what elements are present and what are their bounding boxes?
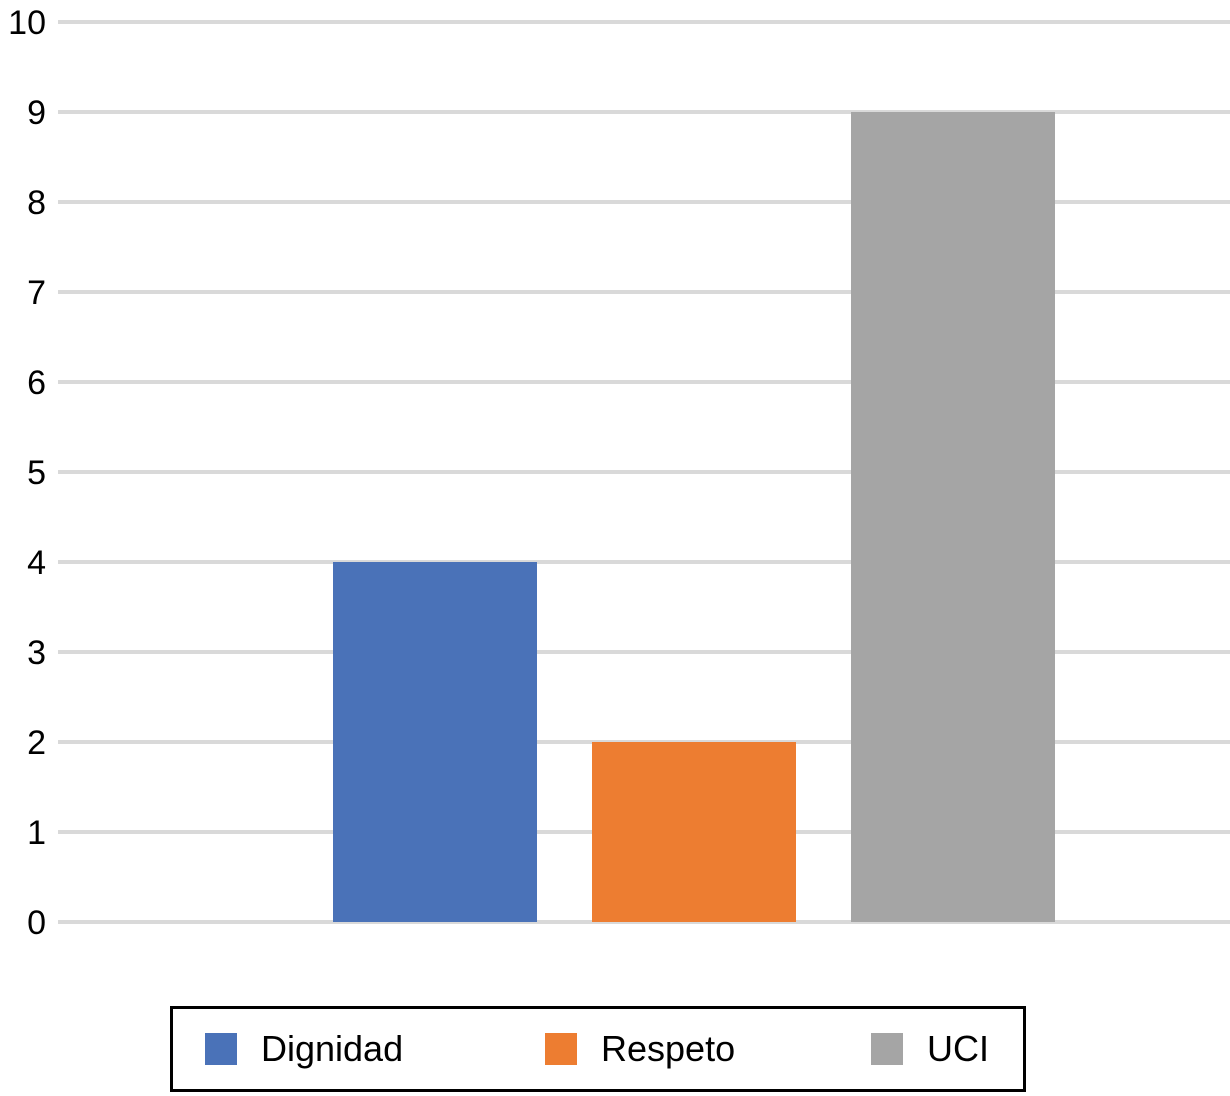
y-tick-label: 4: [27, 544, 46, 582]
y-tick-label: 7: [27, 274, 46, 312]
bar-dignidad: [333, 562, 537, 922]
legend: Dignidad Respeto UCI: [170, 1006, 1026, 1092]
legend-swatch-uci: [871, 1033, 903, 1065]
y-tick-label: 3: [27, 634, 46, 672]
y-tick-label: 6: [27, 364, 46, 402]
y-tick-label: 10: [8, 4, 46, 42]
y-tick-label: 9: [27, 94, 46, 132]
legend-label-respeto: Respeto: [601, 1028, 736, 1069]
bar-chart: 0 1 2 3 4 5 6 7 8 9 10: [8, 4, 1230, 942]
legend-swatch-dignidad: [205, 1033, 237, 1065]
y-axis: 0 1 2 3 4 5 6 7 8 9 10: [8, 4, 46, 942]
y-tick-label: 8: [27, 184, 46, 222]
y-tick-label: 5: [27, 454, 46, 492]
legend-item-respeto: Respeto: [545, 1009, 735, 1089]
legend-item-uci: UCI: [871, 1009, 989, 1089]
legend-swatch-respeto: [545, 1033, 577, 1065]
legend-label-dignidad: Dignidad: [261, 1028, 404, 1069]
bar-respeto: [592, 742, 796, 922]
bar-uci: [851, 112, 1055, 922]
legend-item-dignidad: Dignidad: [205, 1009, 403, 1089]
bars: [333, 112, 1055, 922]
y-tick-label: 2: [27, 724, 46, 762]
y-tick-label: 1: [27, 814, 46, 852]
legend-label-uci: UCI: [927, 1028, 989, 1069]
y-tick-label: 0: [27, 904, 46, 942]
